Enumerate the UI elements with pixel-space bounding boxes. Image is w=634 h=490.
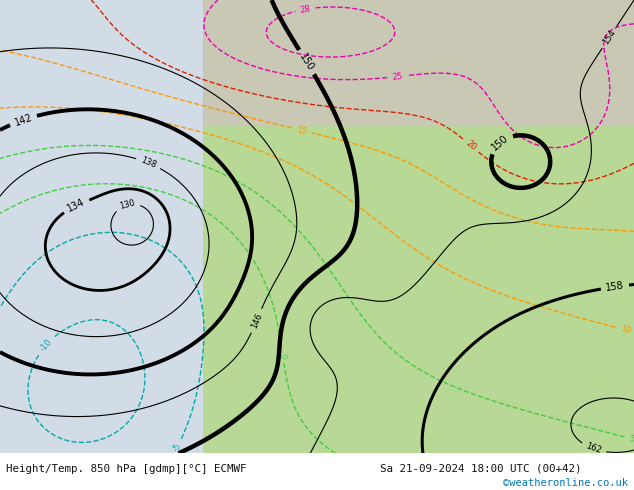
Text: Height/Temp. 850 hPa [gdmp][°C] ECMWF: Height/Temp. 850 hPa [gdmp][°C] ECMWF xyxy=(6,464,247,473)
Text: Sa 21-09-2024 18:00 UTC (00+42): Sa 21-09-2024 18:00 UTC (00+42) xyxy=(380,464,582,473)
Text: 146: 146 xyxy=(249,312,264,330)
Text: -10: -10 xyxy=(38,338,53,354)
Text: 150: 150 xyxy=(297,51,316,73)
Text: 28: 28 xyxy=(299,4,311,15)
Text: 162: 162 xyxy=(585,442,603,456)
Text: 15: 15 xyxy=(295,125,308,136)
Text: 25: 25 xyxy=(392,72,403,82)
Text: 142: 142 xyxy=(13,112,34,128)
Text: 130: 130 xyxy=(119,198,136,211)
Text: 134: 134 xyxy=(66,197,87,214)
Text: -5: -5 xyxy=(172,441,183,453)
Text: 0: 0 xyxy=(278,353,288,359)
Text: 150: 150 xyxy=(490,133,510,152)
Text: 158: 158 xyxy=(605,281,624,293)
Text: ©weatheronline.co.uk: ©weatheronline.co.uk xyxy=(503,478,628,488)
Text: 138: 138 xyxy=(139,156,157,170)
Text: 5: 5 xyxy=(628,434,634,444)
Text: 10: 10 xyxy=(619,324,631,336)
Text: 20: 20 xyxy=(464,139,477,152)
Text: 154: 154 xyxy=(601,28,618,46)
